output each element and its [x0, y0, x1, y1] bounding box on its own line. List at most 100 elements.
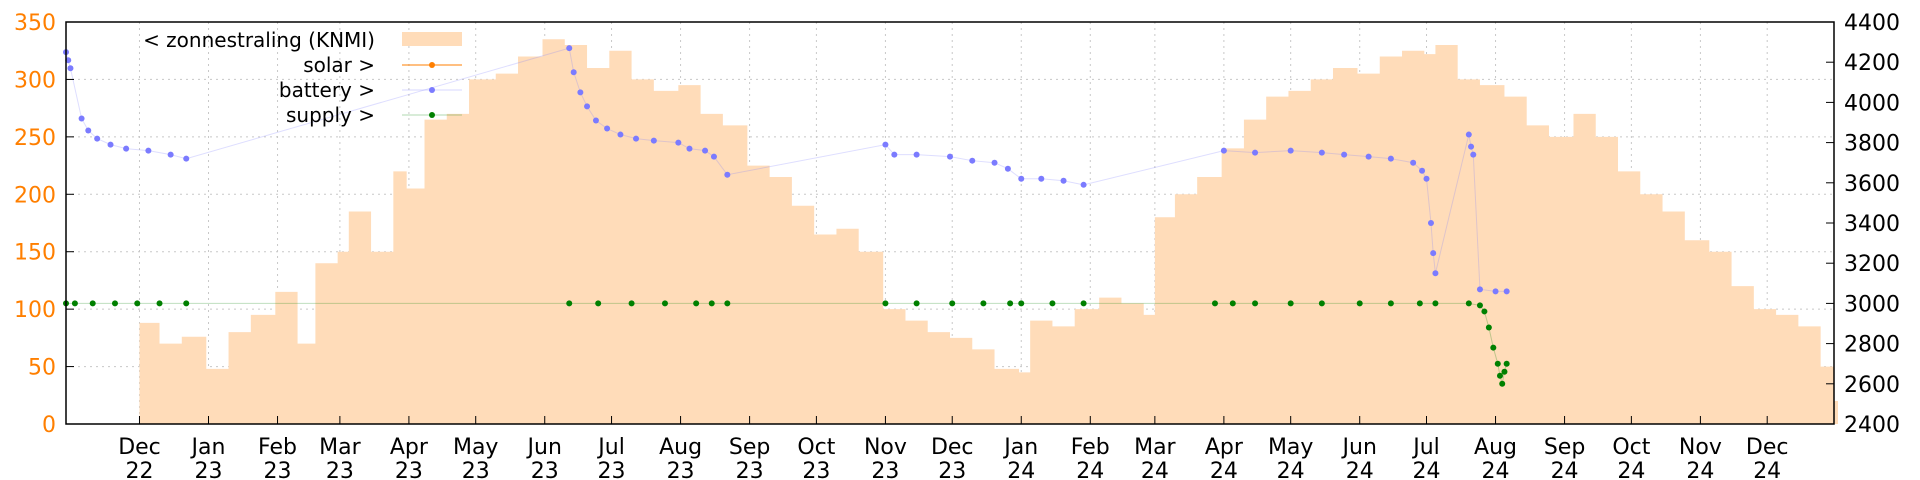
- x-tick-label-month: Jan: [1002, 435, 1038, 460]
- battery-point: [947, 153, 953, 160]
- x-tick-label-year: 24: [1753, 459, 1781, 480]
- supply-point: [156, 300, 163, 307]
- x-tick-label-month: Mar: [319, 435, 361, 460]
- x-tick-label-year: 24: [1210, 459, 1238, 480]
- y-right-tick-label: 3200: [1844, 252, 1900, 277]
- x-tick-label-month: Jul: [1411, 435, 1440, 460]
- supply-point: [882, 300, 889, 307]
- battery-point: [1492, 288, 1499, 295]
- battery-point: [702, 147, 709, 154]
- battery-point: [882, 141, 889, 148]
- battery-point: [1220, 147, 1227, 154]
- legend-marker-supply: [429, 112, 435, 118]
- legend-marker-battery: [429, 87, 435, 93]
- y-left-tick-label: 150: [14, 241, 56, 266]
- battery-point: [1287, 147, 1294, 154]
- x-tick-label-month: Feb: [258, 435, 297, 460]
- battery-point: [1038, 175, 1045, 182]
- battery-point: [724, 171, 731, 178]
- legend-label-zonnestraling: < zonnestraling (KNMI): [143, 28, 375, 52]
- supply-point: [1211, 300, 1218, 307]
- x-tick-label-year: 22: [125, 459, 153, 480]
- x-tick-label-year: 23: [264, 459, 292, 480]
- battery-point: [1423, 175, 1430, 182]
- supply-point: [134, 300, 141, 307]
- x-tick-label-year: 23: [667, 459, 695, 480]
- battery-point: [1430, 250, 1437, 257]
- battery-point: [1470, 151, 1477, 158]
- supply-point: [1080, 300, 1087, 307]
- x-tick-label-year: 24: [1551, 459, 1579, 480]
- supply-point: [1485, 324, 1492, 331]
- y-right-tick-label: 3400: [1844, 212, 1900, 237]
- legend-label-supply: supply >: [286, 103, 375, 127]
- battery-point: [183, 155, 190, 162]
- battery-point: [1476, 286, 1483, 293]
- x-tick-label-month: Dec: [1746, 435, 1789, 460]
- battery-point: [107, 141, 114, 148]
- y-left-tick-label: 300: [14, 68, 56, 93]
- battery-point: [891, 151, 898, 158]
- battery-point: [1427, 220, 1434, 226]
- supply-point: [661, 300, 668, 307]
- x-tick-label-month: Mar: [1134, 435, 1176, 460]
- legend: < zonnestraling (KNMI)solar >battery >su…: [143, 28, 462, 127]
- supply-point: [1049, 300, 1056, 307]
- y-left-tick-label: 0: [42, 413, 56, 438]
- supply-point: [1007, 300, 1014, 307]
- battery-point: [1318, 149, 1325, 156]
- y-right-tick-label: 4200: [1844, 51, 1900, 76]
- x-tick-label-month: Jan: [190, 435, 226, 460]
- supply-point: [1494, 360, 1501, 367]
- supply-point: [1387, 300, 1394, 307]
- battery-point: [1080, 181, 1087, 188]
- y-left-tick-label: 250: [14, 126, 56, 151]
- x-tick-label-month: Jul: [596, 435, 625, 460]
- axes: 0 50 100 150 200 250 300 350 2400 2600 2800 3000 320…: [14, 11, 1900, 480]
- battery-point: [67, 65, 74, 72]
- y-right-tick-label: 3000: [1844, 292, 1900, 317]
- legend-label-battery: battery >: [279, 78, 375, 102]
- battery-point: [1432, 270, 1439, 277]
- y-right-tick-label: 3600: [1844, 172, 1900, 197]
- supply-point: [89, 300, 96, 307]
- battery-point: [1410, 159, 1417, 166]
- x-tick-label-year: 23: [802, 459, 830, 480]
- x-tick-label-month: Sep: [729, 435, 770, 460]
- battery-point: [633, 135, 640, 142]
- supply-point: [1318, 300, 1325, 307]
- battery-point: [584, 103, 591, 110]
- battery-point: [675, 139, 682, 146]
- x-tick-label-month: Oct: [797, 435, 835, 460]
- supply-point: [949, 300, 956, 307]
- supply-point: [1252, 300, 1259, 307]
- supply-point: [1490, 344, 1497, 351]
- supply-point: [1356, 300, 1363, 307]
- supply-point: [1499, 380, 1506, 387]
- supply-point: [1287, 300, 1294, 307]
- supply-point: [1018, 300, 1025, 307]
- y-left-tick-label: 50: [28, 356, 56, 381]
- x-tick-label-month: Sep: [1544, 435, 1585, 460]
- x-tick-label-year: 23: [871, 459, 899, 480]
- legend-marker-solar: [429, 62, 435, 68]
- battery-point: [1341, 151, 1348, 158]
- battery-point: [710, 153, 717, 160]
- x-tick-label-year: 23: [326, 459, 354, 480]
- supply-point: [566, 300, 573, 307]
- supply-point: [1416, 300, 1423, 307]
- battery-point: [1060, 177, 1067, 184]
- x-tick-label-year: 24: [1277, 459, 1305, 480]
- x-tick-label-month: Dec: [118, 435, 161, 460]
- y-left-tick-label: 200: [14, 183, 56, 208]
- supply-point: [708, 300, 715, 307]
- battery-point: [604, 125, 611, 132]
- supply-point: [1465, 300, 1472, 307]
- y-right-tick-label: 4400: [1844, 11, 1900, 36]
- battery-point: [570, 69, 577, 76]
- battery-point: [1468, 143, 1475, 150]
- battery-point: [94, 135, 101, 142]
- battery-point: [913, 151, 920, 158]
- zonnestraling-area: [139, 39, 1839, 424]
- supply-point: [1496, 372, 1503, 379]
